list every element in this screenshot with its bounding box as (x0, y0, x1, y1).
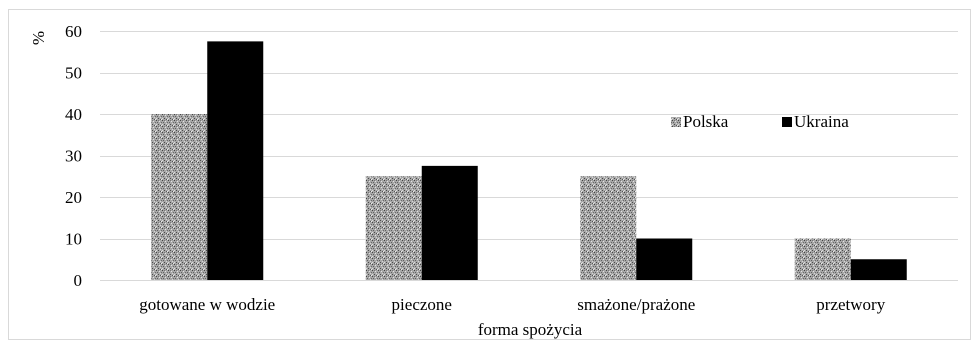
legend-swatch-polska (671, 117, 681, 127)
bar-ukraina-4 (850, 259, 907, 280)
bar-ukraina-3 (636, 238, 693, 280)
x-tick-label: pieczone (392, 295, 452, 314)
y-tick-label: 50 (65, 64, 82, 83)
bars (151, 41, 907, 280)
legend-swatch-ukraina (782, 117, 792, 127)
y-axis-label: % (29, 31, 48, 45)
x-axis-ticks: gotowane w wodzie pieczone smażone/prażone… (139, 295, 885, 314)
bar-polska-3 (580, 176, 637, 280)
y-axis-ticks: 0 10 20 30 40 50 60 (65, 22, 82, 290)
y-tick-label: 40 (65, 105, 82, 124)
y-tick-label: 0 (74, 271, 83, 290)
legend-label-ukraina: Ukraina (794, 112, 849, 131)
bar-polska-1 (151, 114, 208, 280)
bar-ukraina-1 (207, 41, 264, 280)
bar-ukraina-2 (421, 165, 478, 280)
y-tick-label: 30 (65, 147, 82, 166)
x-tick-label: przetwory (816, 295, 885, 314)
x-tick-label: gotowane w wodzie (139, 295, 275, 314)
x-tick-label: smażone/prażone (577, 295, 695, 314)
x-axis-label: forma spożycia (478, 320, 583, 339)
y-tick-label: 20 (65, 188, 82, 207)
legend: Polska Ukraina (671, 112, 849, 131)
y-tick-label: 10 (65, 230, 82, 249)
bar-polska-2 (365, 176, 422, 280)
bar-polska-4 (794, 238, 851, 280)
y-tick-label: 60 (65, 22, 82, 41)
legend-label-polska: Polska (683, 112, 729, 131)
